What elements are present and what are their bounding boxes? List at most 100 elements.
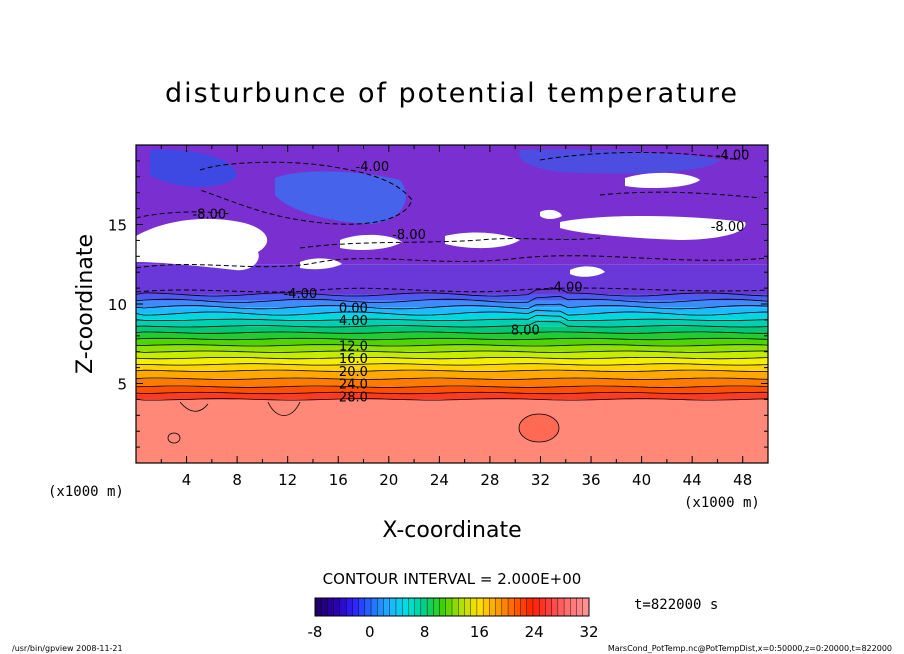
white-gap	[136, 218, 268, 271]
time-label: t=822000 s	[634, 597, 718, 613]
contour-label: 4.00	[339, 314, 368, 329]
y-axis-label: Z-coordinate	[73, 234, 98, 374]
band-2	[136, 300, 768, 308]
colorbar-cell	[576, 597, 584, 617]
contour-interval-label: CONTOUR INTERVAL = 2.000E+00	[323, 570, 582, 588]
band-16	[136, 345, 768, 352]
colorbar-cell	[358, 597, 366, 617]
contour-label: 0.00	[339, 301, 368, 316]
x-unit-left: (x1000 m)	[48, 484, 124, 500]
negative-contour	[299, 237, 601, 249]
band-6	[136, 313, 768, 320]
contour-line-10	[136, 331, 768, 334]
colorbar-cell	[383, 597, 391, 617]
colorbar-cell	[545, 597, 553, 617]
x-tick-label: 28	[480, 471, 499, 489]
colorbar-cell	[377, 597, 385, 617]
contour-blob	[167, 432, 181, 444]
contour-blob	[179, 401, 209, 412]
x-tick-label: 24	[430, 471, 449, 489]
colorbar-cell	[538, 597, 546, 617]
colorbar-cell	[339, 597, 347, 617]
band-29	[136, 393, 768, 400]
colorbar-cell	[345, 597, 353, 617]
colorbar-tick-label: 16	[470, 623, 489, 641]
white-gap	[560, 216, 746, 240]
colorbar-tick-label: 24	[525, 623, 544, 641]
contour-line-22	[136, 369, 768, 372]
contour-line--2	[136, 288, 768, 297]
colorbar-cell	[420, 597, 428, 617]
colorbar-cell	[551, 597, 559, 617]
colorbar-tick-label: -8	[308, 623, 323, 641]
contour-label: -4.00	[356, 160, 390, 175]
colorbar-tick-label: 0	[365, 623, 375, 641]
y-axis-ticks: 5 10 15	[108, 160, 768, 448]
contour-label: -8.00	[392, 228, 426, 243]
colorbar-cell	[557, 597, 565, 617]
footer-right: MarsCond_PotTemp.nc@PotTempDist,x=0:5000…	[608, 644, 892, 653]
contour-label: -4.00	[716, 149, 750, 164]
colorbar-cell	[470, 597, 478, 617]
colorbar-cell	[458, 597, 465, 617]
band-18	[136, 351, 768, 359]
colorbar	[314, 597, 590, 617]
contour-blob	[267, 401, 301, 416]
colorbar-cell	[501, 597, 509, 617]
white-gaps	[136, 172, 746, 277]
x-tick-label: 4	[182, 471, 192, 489]
blue-patch	[519, 149, 720, 174]
dashed-contours	[136, 152, 768, 293]
contour-line-18	[136, 357, 768, 360]
y-tick-label: 5	[117, 376, 127, 394]
y-tick-label: 15	[108, 217, 127, 235]
plot-area: -4.00 -4.00 -8.00 -8.00 -8.00 -4.00 -4.00 0.004…	[136, 145, 768, 463]
colorbar-cell	[433, 597, 441, 617]
x-tick-label: 40	[632, 471, 651, 489]
footer-left: /usr/bin/gpview 2008-11-21	[12, 644, 123, 653]
colorbar-tick-label: 32	[579, 623, 598, 641]
white-gap	[445, 232, 520, 249]
contour-line-16	[136, 350, 768, 353]
colorbar-cell	[526, 597, 534, 617]
lower-blobs	[167, 401, 560, 444]
colorbar-cell	[451, 597, 459, 617]
white-gap	[340, 234, 402, 250]
contour-line-24	[136, 377, 768, 380]
x-tick-label: 16	[329, 471, 348, 489]
band-8	[136, 319, 768, 327]
colorbar-cell	[532, 597, 540, 617]
y-tick-label: 10	[108, 296, 127, 314]
colorbar-cell	[314, 597, 322, 617]
x-tick-label: 48	[733, 471, 752, 489]
x-axis-ticks: 4 8 12 16 20 24 28 32 36 40 44 48	[160, 145, 752, 489]
contour-label: 20.0	[339, 365, 368, 380]
contour-label: 24.0	[339, 378, 368, 393]
solid-contours	[136, 288, 768, 401]
band-28	[136, 386, 768, 394]
contour-label: 28.0	[339, 390, 368, 405]
upper-bright-patches	[150, 149, 720, 224]
colorbar-cell	[370, 597, 378, 617]
colorbar-cell	[414, 597, 422, 617]
contour-label: -8.00	[711, 220, 745, 235]
colorbar-cell	[364, 597, 372, 617]
band-0	[136, 294, 768, 301]
contour-line-2	[136, 303, 768, 310]
negative-contour	[599, 191, 761, 199]
colorbar-cell	[507, 597, 515, 617]
x-tick-label: 44	[683, 471, 702, 489]
band-14	[136, 338, 768, 346]
negative-contour	[136, 211, 231, 219]
colorbar-cell	[333, 597, 341, 617]
x-tick-label: 32	[531, 471, 550, 489]
contour-labels: -4.00 -4.00 -8.00 -8.00 -8.00 -4.00 -4.00 0.004…	[192, 149, 749, 406]
blue-patch	[150, 149, 237, 187]
contour-label: 12.0	[339, 339, 368, 354]
colorbar-cell	[395, 597, 403, 617]
colorbar-cell	[570, 597, 578, 617]
contour-line-6	[136, 315, 768, 321]
colorbar-cell	[439, 597, 447, 617]
band-10	[136, 326, 768, 333]
